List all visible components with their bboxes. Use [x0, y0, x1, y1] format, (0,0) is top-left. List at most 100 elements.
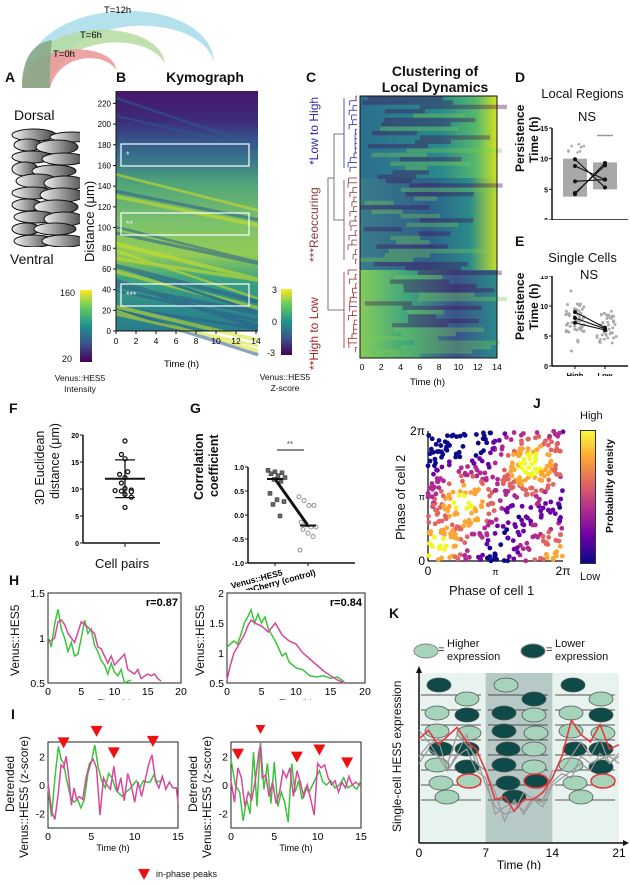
phase-point: [441, 478, 446, 484]
phase-point: [526, 471, 532, 477]
phase-point: [487, 430, 493, 436]
heatmap-row-patch: [403, 288, 495, 293]
phase-point: [487, 554, 493, 559]
phase-point: [555, 433, 561, 439]
phase-point: [480, 552, 485, 558]
phase-point: [550, 555, 556, 561]
xtick-label: 0: [45, 831, 51, 843]
panel-label-f: F: [9, 400, 18, 416]
kymograph-streak: [115, 249, 259, 300]
kymograph-streak: [115, 194, 259, 228]
distance-point: [122, 438, 128, 444]
heatmap-row-patch: [406, 148, 502, 153]
phase-point: [487, 493, 493, 499]
phase-point: [430, 544, 435, 550]
phase-point: [460, 444, 466, 449]
phase-point: [511, 556, 517, 562]
k-cell-higher: [424, 757, 450, 773]
distance-ytick-label: 10: [71, 487, 79, 494]
xtick-label: 5: [259, 686, 265, 698]
ytick-label: 1: [39, 633, 45, 645]
phase-point: [472, 487, 478, 493]
low-outlier-cluster: [597, 134, 613, 137]
kymograph-ytick-label: 0: [107, 327, 112, 336]
phase-point: [526, 465, 532, 471]
phase-point: [520, 466, 525, 472]
phase-point: [458, 473, 464, 479]
ytick-label: -2: [36, 809, 45, 821]
heatmap-row-patch: [394, 275, 443, 280]
high-scatter-point: [582, 305, 586, 309]
xtick-label: 0: [224, 686, 230, 698]
phase-point: [538, 443, 543, 449]
kymograph-ytick-label: 20: [102, 306, 111, 315]
phase-point: [529, 485, 535, 491]
colorbar-c-title: Venus::HES5 Z-score: [250, 372, 320, 394]
low-scatter-point: [595, 334, 599, 337]
phase-point: [501, 467, 507, 473]
phase-point: [502, 431, 508, 437]
phase-point: [543, 438, 548, 444]
heatmap-row-patch: [405, 165, 428, 171]
phase-point: [466, 517, 472, 523]
panel-label-i: I: [11, 706, 15, 722]
heatmap-cluster-low-to-high: [360, 96, 497, 178]
phase-point: [425, 463, 431, 469]
phase-point: [478, 450, 484, 456]
clustering-xtick-label: 6: [417, 362, 422, 372]
phase-point: [519, 441, 524, 446]
ytick-label: -2: [219, 809, 228, 821]
correlation-ytick-label: 1.0: [234, 465, 244, 472]
heatmap-row-patch: [409, 183, 503, 188]
legend-equals-2: =: [546, 644, 553, 656]
paired-mean-high: [573, 310, 577, 314]
phase-point: [464, 472, 470, 478]
heatmap-row-patch: [388, 248, 489, 254]
kymograph-xtick-label: 6: [174, 336, 179, 346]
high-scatter-point: [573, 324, 577, 328]
heatmap-row-patch: [371, 209, 403, 214]
heatmap-row-patch: [405, 192, 474, 197]
in-phase-peak-legend-label: in-phase peaks: [156, 869, 218, 879]
arc-overlap: [22, 40, 52, 88]
xtick-label: 5: [78, 686, 84, 698]
heatmap-row-patch: [385, 178, 412, 184]
venus-point: [274, 497, 280, 502]
low-scatter-point: [612, 315, 615, 318]
low-scatter-point: [602, 337, 606, 341]
dendrogram: [327, 95, 357, 353]
distance-ylabel-2: distance (μm): [48, 423, 62, 499]
h2-plot: 0 5 10 15 20 0.5 1 1.5 2 r=0.84 Time (h): [209, 590, 371, 700]
phase-point: [532, 557, 538, 563]
paired-mean-line: [274, 477, 309, 525]
legend-equals-1: =: [438, 644, 445, 656]
correlation-ylabel-2: coefficient: [207, 434, 221, 497]
heatmap-row-patch: [367, 353, 420, 358]
colorbar-viridis-intensity: [80, 290, 92, 362]
panel-label-e: E: [515, 233, 525, 249]
phase-point: [430, 485, 436, 491]
phase-point: [499, 506, 505, 511]
k-yaxis-arrow: [416, 666, 422, 673]
heatmap-row-patch: [413, 196, 437, 201]
low-scatter-point: [609, 316, 612, 320]
legend-lower-line2: expression: [555, 651, 609, 663]
phase-point: [492, 551, 498, 557]
phase-point: [469, 504, 475, 510]
phase-point: [429, 494, 435, 500]
low-scatter-point: [604, 333, 608, 337]
category-label-low: Low: [598, 371, 613, 376]
series-magenta: [230, 744, 362, 816]
phase-point: [473, 432, 479, 437]
kymograph-xtick-label: 14: [251, 336, 261, 346]
phase-point: [453, 454, 459, 460]
distance-point: [122, 504, 128, 511]
k-cell-lower: [523, 773, 549, 789]
phase-point: [429, 481, 435, 486]
phase-point: [476, 554, 481, 560]
phase-point: [505, 452, 511, 458]
legend-lower-expression-label: Lower expression: [555, 638, 608, 664]
local-regions-ylabel-2: Time (h): [527, 116, 541, 163]
high-scatter-point: [573, 327, 577, 331]
